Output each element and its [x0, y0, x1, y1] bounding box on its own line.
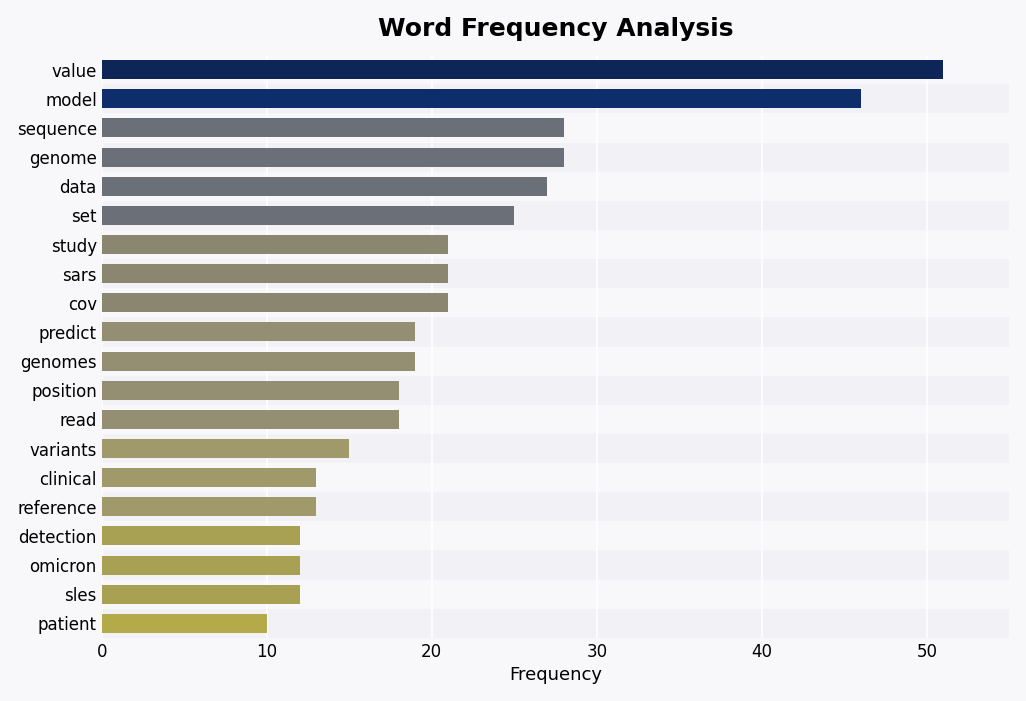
Bar: [102, 492, 1010, 522]
Bar: [102, 404, 1010, 434]
Bar: [102, 318, 1010, 346]
Bar: [102, 206, 514, 225]
Bar: [102, 84, 1010, 114]
Bar: [102, 148, 563, 167]
Bar: [102, 556, 300, 575]
Bar: [102, 89, 861, 108]
Bar: [102, 468, 316, 487]
Bar: [102, 608, 1010, 638]
Bar: [102, 522, 1010, 550]
Bar: [102, 322, 416, 341]
Bar: [102, 288, 1010, 318]
Bar: [102, 585, 300, 604]
Bar: [102, 434, 1010, 463]
Bar: [102, 172, 1010, 200]
Bar: [102, 259, 1010, 288]
Bar: [102, 230, 1010, 259]
Bar: [102, 410, 399, 429]
X-axis label: Frequency: Frequency: [509, 667, 602, 684]
Bar: [102, 526, 300, 545]
Bar: [102, 293, 448, 312]
Bar: [102, 463, 1010, 492]
Bar: [102, 580, 1010, 608]
Bar: [102, 235, 448, 254]
Bar: [102, 200, 1010, 230]
Bar: [102, 381, 399, 400]
Bar: [102, 114, 1010, 142]
Bar: [102, 264, 448, 283]
Title: Word Frequency Analysis: Word Frequency Analysis: [378, 17, 734, 41]
Bar: [102, 550, 1010, 580]
Bar: [102, 142, 1010, 172]
Bar: [102, 177, 547, 196]
Bar: [102, 376, 1010, 404]
Bar: [102, 118, 563, 137]
Bar: [102, 55, 1010, 84]
Bar: [102, 346, 1010, 376]
Bar: [102, 60, 943, 79]
Bar: [102, 439, 349, 458]
Bar: [102, 497, 316, 516]
Bar: [102, 352, 416, 371]
Bar: [102, 614, 267, 633]
